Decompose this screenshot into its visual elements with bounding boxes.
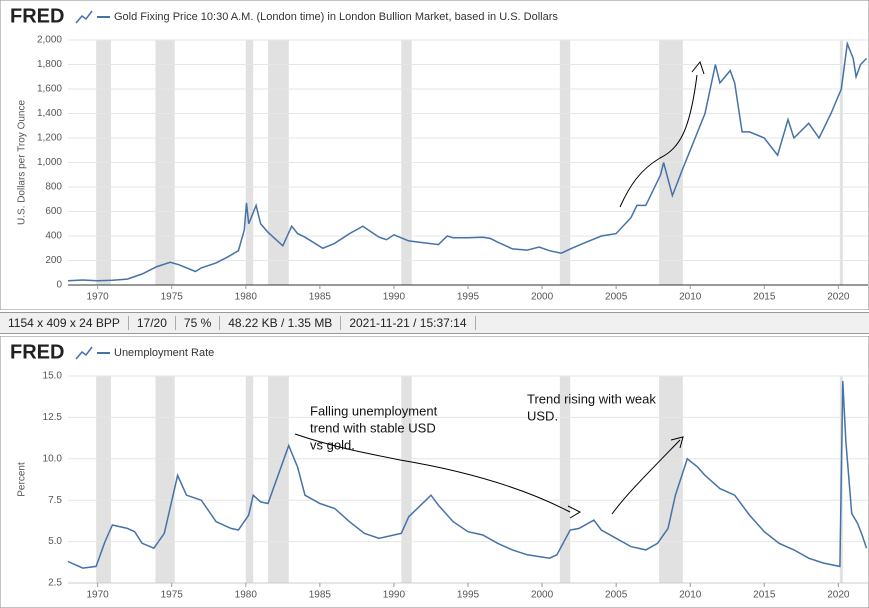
x-tick-label: 1985 [309,292,332,303]
x-tick-label: 2015 [753,590,776,601]
x-tick-label: 2005 [605,292,628,303]
y-tick-label: 400 [45,231,62,242]
y-tick-label: 1,200 [37,133,62,144]
recession-band [559,376,571,583]
logo: FRED [10,341,64,363]
x-tick-label: 1995 [457,292,480,303]
annotation: Trend rising with weak [527,391,656,406]
y-tick-label: 15.0 [43,371,63,382]
x-tick-label: 2020 [827,292,850,303]
logo-icon [75,346,93,360]
x-tick-label: 2010 [679,590,702,601]
status-item: 48.22 KB / 1.35 MB [220,316,342,330]
status-item: 75 % [176,316,221,330]
y-tick-label: 600 [45,206,62,217]
chart-frame [0,336,869,608]
recession-band [155,376,175,583]
status-bar: 1154 x 409 x 24 BPP 17/20 75 % 48.22 KB / 1… [0,312,869,334]
x-tick-label: 2000 [531,292,554,303]
y-tick-label: 1,400 [37,108,62,119]
x-tick-label: 1985 [309,590,332,601]
x-tick-label: 2010 [679,292,702,303]
y-tick-label: 12.5 [43,412,63,423]
annotation: USD. [527,408,558,423]
x-tick-label: 1970 [87,292,110,303]
recession-band [245,376,254,583]
y-tick-label: 1,600 [37,84,62,95]
data-line [67,40,868,282]
y-tick-label: 7.5 [48,495,62,506]
x-tick-label: 1975 [161,292,184,303]
x-tick-label: 1980 [235,292,258,303]
annotation: trend with stable USD [310,420,436,435]
status-item: 2021-11-21 / 15:37:14 [341,316,476,330]
x-tick-label: 2005 [605,590,628,601]
x-tick-label: 1980 [235,590,258,601]
x-tick-label: 1975 [161,590,184,601]
y-tick-label: 10.0 [43,453,63,464]
gold-chart: FRED Gold Fixing Price 10:30 A.M. (London… [0,0,869,310]
legend-entry: Gold Fixing Price 10:30 A.M. (London tim… [114,11,558,23]
x-tick-label: 1990 [383,292,406,303]
y-tick-label: 0 [56,280,62,291]
x-tick-label: 1995 [457,590,480,601]
hand-arrow [619,74,698,208]
unemployment-chart: FRED Unemployment Rate Percent 2.5 5.0 7.5 10.… [0,336,869,608]
logo-icon [75,10,93,24]
x-tick-label: 2020 [827,590,850,601]
hand-arrow-head [691,60,705,75]
recession-band [96,376,111,583]
recession-band [268,376,289,583]
y-tick-label: 5.0 [48,536,62,547]
x-tick-label: 2000 [531,590,554,601]
status-item: 17/20 [129,316,176,330]
y-tick-label: 2,000 [37,35,62,46]
status-item: 1154 x 409 x 24 BPP [0,316,129,330]
y-tick-label: 1,000 [37,157,62,168]
hand-arrow [294,433,571,513]
y-tick-label: 200 [45,255,62,266]
annotation: Falling unemployment [310,403,438,418]
y-tick-label: 800 [45,182,62,193]
x-tick-label: 1970 [87,590,110,601]
recession-band [401,376,412,583]
y-tick-label: 2.5 [48,578,62,589]
hand-arrow [611,439,681,515]
data-line [67,380,868,569]
hand-arrow-head [567,505,582,519]
legend-entry: Unemployment Rate [114,347,214,359]
y-axis-label: U.S. Dollars per Troy Ounce [17,100,28,225]
recession-band [659,376,683,583]
x-tick-label: 2015 [753,292,776,303]
x-tick-label: 1990 [383,590,406,601]
y-tick-label: 1,800 [37,59,62,70]
chart-frame [0,0,869,310]
y-axis-label: Percent [17,462,28,497]
hand-arrow-head [670,436,684,449]
logo: FRED [10,5,64,27]
